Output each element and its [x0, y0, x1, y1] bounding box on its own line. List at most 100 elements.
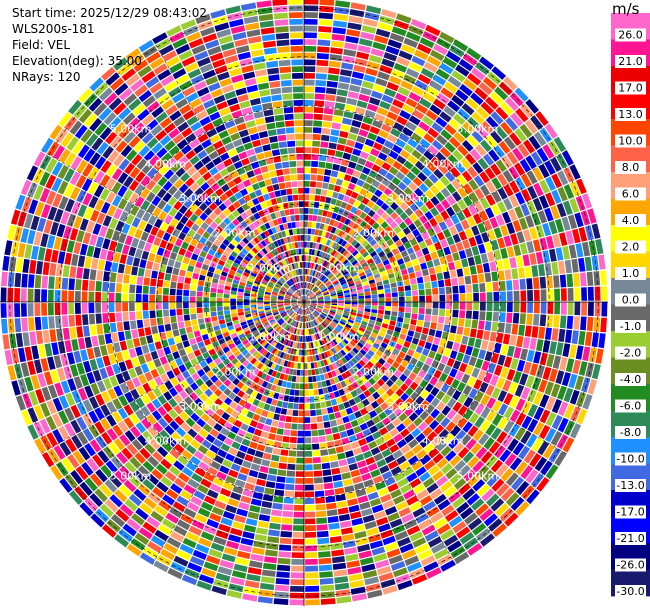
velocity-gate — [497, 173, 508, 187]
velocity-gate — [166, 225, 175, 235]
velocity-gate — [313, 334, 317, 341]
velocity-gate — [149, 302, 156, 311]
velocity-gate — [551, 189, 562, 204]
velocity-gate — [146, 390, 157, 401]
velocity-gate — [562, 245, 571, 260]
velocity-gate — [527, 389, 537, 403]
velocity-gate — [349, 350, 357, 357]
velocity-gate — [227, 416, 237, 425]
velocity-gate — [316, 272, 321, 279]
velocity-gate — [45, 158, 58, 173]
velocity-gate — [310, 423, 318, 430]
velocity-gate — [220, 427, 230, 436]
velocity-gate — [298, 315, 301, 321]
velocity-gate — [351, 326, 358, 332]
velocity-gate — [314, 229, 319, 236]
velocity-gate — [422, 327, 429, 335]
velocity-gate — [50, 465, 64, 481]
velocity-gate — [215, 572, 231, 582]
velocity-gate — [307, 315, 311, 321]
velocity-gate — [491, 177, 502, 190]
velocity-gate — [323, 175, 330, 183]
velocity-gate — [277, 298, 284, 300]
velocity-gate — [230, 298, 236, 302]
velocity-gate — [140, 200, 151, 211]
velocity-gate — [151, 184, 162, 195]
velocity-gate — [580, 210, 591, 226]
velocity-gate — [248, 335, 255, 342]
velocity-gate — [426, 335, 434, 343]
velocity-gate — [337, 452, 346, 460]
velocity-gate — [69, 364, 79, 377]
velocity-gate — [371, 290, 378, 295]
velocity-gate — [435, 203, 445, 213]
velocity-gate — [129, 400, 140, 413]
velocity-gate — [330, 276, 337, 282]
velocity-gate — [324, 319, 330, 325]
velocity-gate — [184, 396, 194, 406]
velocity-gate — [442, 228, 452, 238]
velocity-gate — [70, 470, 84, 485]
velocity-gate — [480, 253, 489, 264]
velocity-gate — [265, 418, 273, 426]
velocity-gate — [433, 493, 447, 505]
velocity-gate — [344, 226, 352, 234]
velocity-gate — [146, 260, 154, 270]
velocity-gate — [340, 201, 348, 209]
velocity-gate — [34, 201, 45, 217]
velocity-gate — [313, 463, 322, 470]
velocity-gate — [461, 335, 469, 345]
velocity-gate — [199, 323, 206, 330]
velocity-gate — [197, 368, 206, 378]
velocity-gate — [305, 309, 308, 315]
velocity-gate — [106, 519, 121, 533]
velocity-gate — [525, 469, 539, 484]
velocity-gate — [260, 507, 272, 515]
velocity-gate — [527, 302, 534, 313]
velocity-gate — [337, 137, 347, 145]
velocity-gate — [355, 234, 363, 242]
velocity-gate — [252, 340, 259, 347]
velocity-gate — [57, 180, 69, 195]
velocity-gate — [578, 331, 586, 346]
velocity-gate — [419, 97, 432, 109]
velocity-gate — [227, 383, 236, 391]
velocity-gate — [312, 450, 321, 457]
velocity-gate — [425, 393, 435, 404]
velocity-gate — [213, 536, 227, 546]
velocity-gate — [58, 425, 70, 441]
velocity-gate — [295, 477, 304, 484]
velocity-gate — [169, 360, 178, 370]
velocity-gate — [158, 524, 172, 536]
velocity-gate — [510, 496, 525, 511]
velocity-gate — [89, 234, 98, 246]
velocity-gate — [97, 334, 106, 346]
velocity-gate — [456, 382, 466, 393]
velocity-gate — [513, 347, 522, 359]
velocity-gate — [224, 370, 232, 378]
velocity-gate — [237, 291, 244, 296]
velocity-gate — [304, 302, 305, 309]
velocity-gate — [271, 277, 278, 282]
velocity-gate — [329, 349, 335, 356]
velocity-gate — [384, 225, 393, 234]
velocity-gate — [88, 291, 95, 302]
velocity-gate — [470, 92, 484, 106]
velocity-gate — [389, 192, 399, 201]
velocity-gate — [357, 342, 364, 349]
velocity-gate — [342, 314, 349, 319]
velocity-gate — [419, 215, 428, 224]
velocity-gate — [363, 18, 378, 28]
velocity-gate — [546, 314, 553, 327]
velocity-gate — [164, 380, 174, 390]
velocity-gate — [304, 302, 307, 308]
velocity-gate — [15, 194, 26, 210]
velocity-gate — [400, 483, 412, 494]
velocity-gate — [218, 383, 227, 392]
velocity-gate — [440, 559, 456, 572]
velocity-gate — [298, 308, 302, 315]
velocity-gate — [169, 295, 176, 302]
velocity-gate — [316, 293, 322, 297]
velocity-gate — [37, 247, 46, 261]
velocity-gate — [146, 234, 156, 244]
